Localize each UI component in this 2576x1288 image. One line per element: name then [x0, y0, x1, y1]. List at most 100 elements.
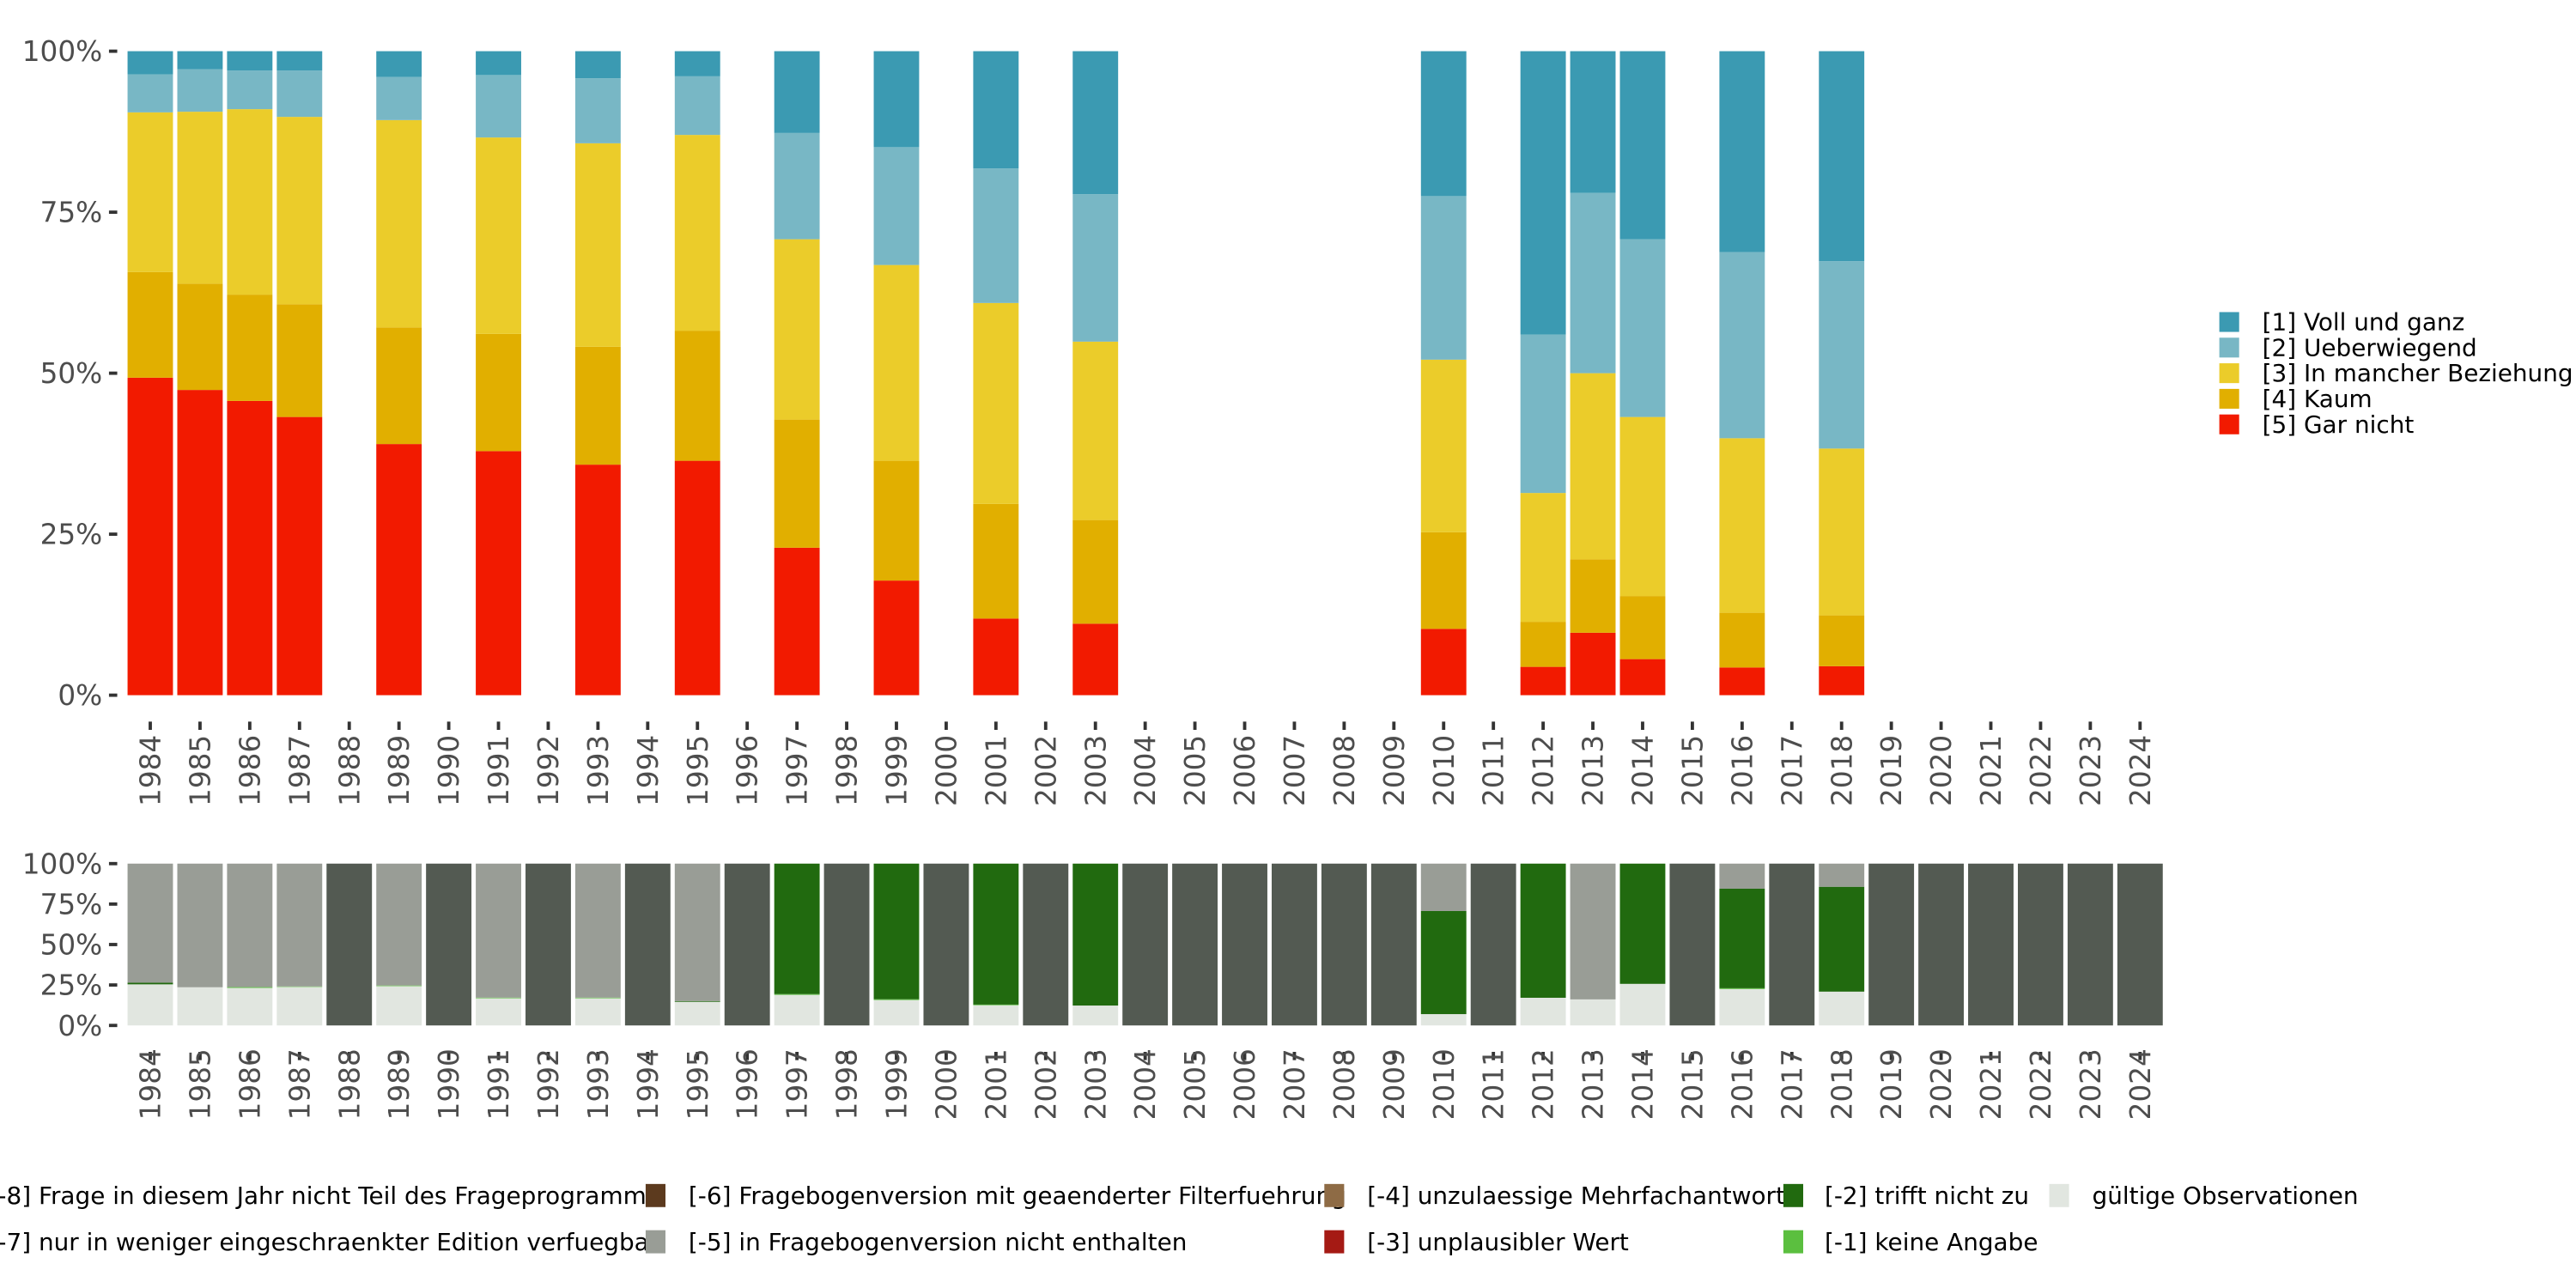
legend-label: gültige Observationen [2093, 1182, 2359, 1210]
bar-segment [1420, 1014, 1467, 1026]
bar-segment [1272, 863, 1317, 1026]
legend-label: [-7] nur in weniger eingeschraenkter Edi… [0, 1228, 659, 1256]
bar-segment [227, 51, 273, 71]
x-tick-label: 2022 [2025, 735, 2057, 806]
bar-segment [326, 863, 373, 1026]
bar-segment [674, 331, 720, 461]
x-tick-label: 2004 [1129, 735, 1162, 806]
x-tick-label: 2001 [980, 1048, 1012, 1120]
bar-segment [1819, 863, 1865, 887]
x-tick-label: 1998 [831, 1048, 864, 1120]
x-tick-label: 2013 [1577, 735, 1610, 806]
bar-segment [177, 51, 223, 70]
bar-segment [1968, 863, 2014, 1026]
bar-segment [227, 400, 273, 696]
bar-segment [376, 327, 422, 445]
bar-segment [276, 304, 323, 417]
x-tick-label: 2021 [1975, 1048, 2008, 1120]
bar-segment [127, 271, 173, 378]
bar-segment [476, 863, 521, 998]
bar-segment [1868, 863, 1915, 1026]
bar-segment [1072, 863, 1119, 1006]
y-tick-label: 25% [40, 519, 103, 551]
bar-segment [1918, 863, 1965, 1026]
x-tick-label: 2013 [1577, 1048, 1610, 1120]
bar-segment [127, 377, 173, 696]
bar-segment [1420, 51, 1467, 197]
bar-segment [873, 999, 920, 1026]
x-tick-label: 2015 [1676, 1048, 1709, 1120]
bar-segment [1520, 51, 1566, 335]
x-tick-label: 2003 [1079, 735, 1112, 806]
x-tick-label: 1985 [184, 1048, 216, 1120]
x-tick-label: 2023 [2075, 1048, 2107, 1120]
y-tick-label: 100% [22, 35, 102, 68]
legend-swatch [645, 1230, 665, 1254]
bar-segment [2018, 863, 2063, 1026]
bar-segment [973, 51, 1019, 169]
bar-segment [574, 465, 621, 696]
bar-segment [2067, 863, 2113, 1026]
bar-segment [227, 109, 273, 295]
bar-segment [774, 419, 820, 548]
bar-segment [1570, 559, 1616, 633]
x-tick-label: 2008 [1328, 1048, 1361, 1120]
x-tick-label: 1991 [483, 735, 515, 806]
bar-segment [1669, 863, 1716, 1026]
legend-swatch [1783, 1230, 1803, 1254]
bar-segment [227, 863, 273, 987]
bar-segment [476, 451, 521, 696]
x-tick-label: 2014 [1627, 1048, 1660, 1120]
bar-segment [476, 998, 521, 1026]
bar-segment [774, 993, 820, 995]
x-tick-label: 1998 [831, 735, 864, 806]
bar-segment [1719, 667, 1765, 696]
legend-label: [-6] Fragebogenversion mit geaenderter F… [689, 1182, 1346, 1210]
bar-segment [574, 346, 621, 465]
legend-label: [-5] in Fragebogenversion nicht enthalte… [689, 1228, 1187, 1256]
bar-segment [227, 70, 273, 110]
bar-segment [1570, 863, 1616, 999]
x-tick-label: 1985 [184, 735, 216, 806]
legend-swatch [2219, 388, 2239, 409]
bar-segment [376, 863, 422, 986]
x-tick-label: 1994 [632, 1048, 665, 1120]
bar-segment [177, 112, 223, 284]
bar-segment [1819, 261, 1865, 449]
bar-segment [1072, 341, 1119, 520]
bar-segment [1420, 532, 1467, 629]
bar-segment [276, 70, 323, 118]
bar-segment [1420, 629, 1467, 696]
x-tick-label: 2011 [1478, 735, 1510, 806]
legend-swatch [2049, 1183, 2069, 1207]
bar-segment [376, 444, 422, 696]
legend-label: [1] Voll und ganz [2263, 308, 2465, 337]
y-tick-label: 100% [22, 848, 102, 880]
x-tick-label: 1994 [632, 735, 665, 806]
bar-segment [574, 997, 621, 999]
bar-segment [476, 51, 521, 76]
bar-segment [1321, 863, 1367, 1026]
bar-segment [476, 137, 521, 334]
bar-segment [177, 987, 223, 1026]
bar-segment [923, 863, 969, 1026]
x-tick-label: 2001 [980, 735, 1012, 806]
bar-segment [1023, 863, 1069, 1026]
x-tick-label: 2017 [1776, 1048, 1808, 1120]
legend-label: [-1] keine Angabe [1825, 1228, 2038, 1256]
bar-segment [276, 117, 323, 305]
x-tick-label: 2017 [1776, 735, 1808, 806]
y-tick-label: 25% [40, 969, 103, 1002]
x-tick-label: 1987 [283, 1048, 316, 1120]
bar-segment [1719, 888, 1765, 988]
x-tick-label: 2009 [1378, 1048, 1411, 1120]
x-tick-label: 1988 [333, 1048, 366, 1120]
y-tick-label: 50% [40, 357, 103, 390]
bar-segment [1222, 863, 1267, 1026]
bar-segment [1520, 493, 1566, 623]
bar-segment [1719, 988, 1765, 1026]
bar-segment [674, 863, 720, 1001]
x-tick-label: 2016 [1726, 735, 1759, 806]
x-tick-label: 2018 [1826, 1048, 1858, 1120]
bar-segment [1619, 51, 1666, 240]
